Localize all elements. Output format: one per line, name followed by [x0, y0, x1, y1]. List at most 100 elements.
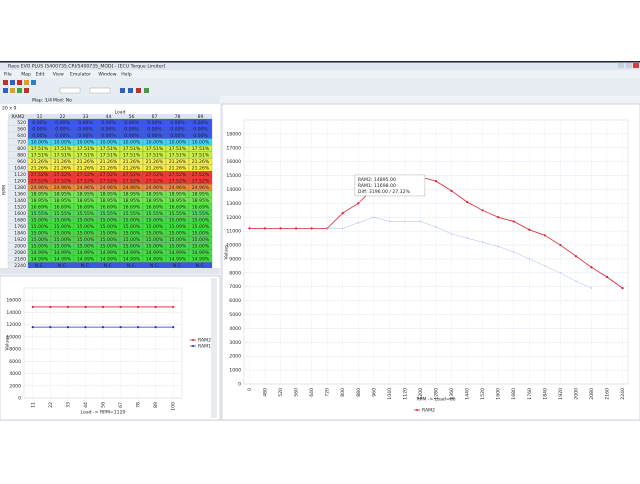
cell-value: 15.00%	[123, 218, 141, 224]
cell-value: 21.26%	[77, 165, 95, 171]
legend-label: RAM1	[198, 344, 211, 350]
cell-value: 17.51%	[77, 152, 95, 158]
menu-item[interactable]: Window	[98, 72, 116, 78]
icon[interactable]	[128, 88, 133, 93]
cell-value: 14.99%	[77, 250, 95, 256]
point	[66, 326, 69, 329]
icon[interactable]	[10, 88, 15, 93]
icon[interactable]	[136, 88, 141, 93]
menu-item[interactable]: Edit	[36, 72, 45, 78]
map-size: 20 x 9	[2, 106, 16, 112]
point	[481, 209, 484, 212]
maximize[interactable]	[626, 63, 632, 68]
icon[interactable]	[3, 88, 8, 93]
cell-value: 0.00%	[193, 126, 208, 132]
y-tick-label: 13000	[226, 201, 241, 207]
point	[326, 227, 328, 230]
cell-value: 21.26%	[192, 159, 210, 165]
menu-item[interactable]: View	[53, 72, 64, 78]
icon[interactable]	[10, 80, 15, 85]
icon[interactable]	[144, 88, 149, 93]
cell-value: 15.00%	[192, 218, 210, 224]
close[interactable]	[633, 63, 639, 68]
cell-value: 18.95%	[31, 198, 49, 204]
cell-value: 10.00%	[54, 139, 72, 145]
cell-value: 17.51%	[54, 152, 72, 158]
menu-item[interactable]: Help	[121, 72, 132, 78]
cell-value: 17.51%	[192, 146, 210, 152]
point	[84, 326, 87, 329]
row-header: 1840	[14, 231, 26, 237]
legend-label: RAM2	[422, 408, 435, 414]
x-tick-label: 720	[325, 388, 331, 397]
cell-value: 14.99%	[100, 250, 118, 256]
point	[605, 275, 609, 279]
icon[interactable]	[24, 88, 29, 93]
cell-value: 15.00%	[146, 231, 164, 237]
legend-dot	[192, 345, 194, 347]
x-tick-label: 44	[83, 402, 89, 408]
row-header: 1680	[14, 218, 26, 224]
icon[interactable]	[3, 80, 8, 85]
column-header: 56	[129, 114, 135, 120]
icon[interactable]	[24, 80, 29, 85]
cell-value: 15.00%	[146, 218, 164, 224]
x-tick-label: 880	[356, 388, 362, 397]
cell-value: 0.00%	[193, 133, 208, 139]
point	[574, 255, 578, 258]
point	[263, 227, 267, 230]
minimize[interactable]	[618, 63, 624, 68]
cell-value: 18.95%	[192, 191, 210, 197]
cell-value: 27.52%	[123, 172, 141, 178]
point	[31, 305, 34, 309]
combo[interactable]	[59, 87, 81, 94]
cell-value: 14.99%	[54, 257, 72, 263]
cell-value: N.C.	[150, 263, 160, 269]
cell-value: 16.69%	[123, 205, 141, 211]
y-tick-label: 1000	[229, 368, 241, 374]
icon[interactable]	[31, 80, 36, 85]
cell-value: 15.00%	[77, 218, 95, 224]
point	[419, 220, 422, 223]
header-bg	[8, 114, 212, 119]
cell-value: 17.51%	[146, 146, 164, 152]
y-tick-label: 7000	[229, 284, 241, 290]
menu-item[interactable]: File	[4, 72, 12, 78]
cell-value: 15.55%	[100, 211, 118, 217]
x-tick-label: 800	[340, 388, 346, 397]
cell-value: 15.00%	[31, 237, 49, 243]
menu-item[interactable]: Map	[21, 72, 31, 78]
cell-value: 15.00%	[31, 218, 49, 224]
cell-value: N.C.	[104, 263, 114, 269]
y-tick-label: 10000	[226, 243, 241, 249]
cell-value: N.C.	[81, 263, 91, 269]
main-chart: 0100020003000400050006000700080009000100…	[224, 119, 629, 414]
menu-item[interactable]: Emulator	[70, 72, 91, 78]
y-tick-label: 4000	[9, 371, 21, 377]
icon[interactable]	[120, 88, 125, 93]
cell-value: 15.00%	[192, 224, 210, 230]
y-tick-label: 12000	[6, 322, 21, 328]
v-scrollbar[interactable]	[211, 278, 217, 418]
icon[interactable]	[17, 80, 22, 85]
cell-value: 18.95%	[77, 198, 95, 204]
column-header: 22	[60, 114, 66, 120]
cell-value: 14.99%	[54, 250, 72, 256]
h-scrollbar[interactable]	[0, 268, 220, 274]
cell-value: 24.96%	[123, 185, 141, 191]
toolbar	[0, 78, 640, 96]
cell-value: 18.95%	[100, 198, 118, 204]
y-tick-label: 15000	[226, 173, 241, 179]
point	[341, 211, 344, 215]
icon[interactable]	[17, 88, 22, 93]
x-tick-label: 1280	[434, 388, 440, 400]
combo[interactable]	[89, 87, 111, 94]
cell-value: 15.55%	[54, 211, 72, 217]
y-tick-label: 14000	[6, 310, 21, 316]
cell-value: 24.96%	[31, 185, 49, 191]
x-tick-label: 1840	[542, 388, 548, 400]
map-index: Map: 1/4	[32, 98, 52, 104]
y-axis-label: Values	[5, 335, 11, 351]
row-header: 720	[17, 139, 26, 145]
cell-value: 24.96%	[100, 185, 118, 191]
